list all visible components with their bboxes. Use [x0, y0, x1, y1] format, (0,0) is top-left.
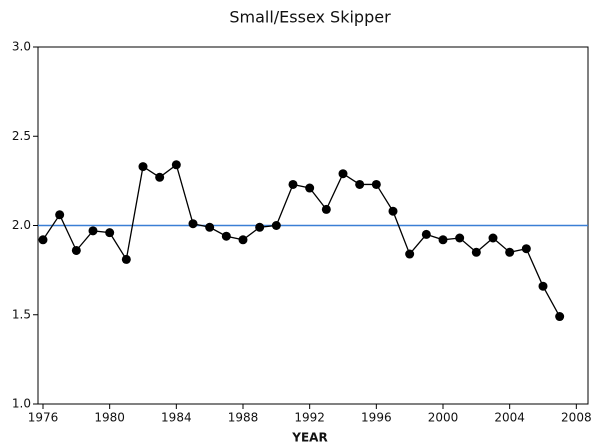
- series-line: [42, 163, 561, 317]
- data-point: [371, 179, 381, 189]
- data-point: [55, 210, 65, 220]
- data-point: [288, 179, 298, 189]
- data-point: [538, 281, 548, 291]
- x-axis-label: YEAR: [291, 431, 327, 445]
- x-tick-label: 1992: [294, 411, 325, 425]
- data-point: [305, 183, 315, 193]
- y-tick-label: 3.0: [12, 40, 31, 54]
- data-point: [105, 228, 115, 238]
- data-point: [88, 226, 98, 236]
- data-point: [171, 160, 181, 170]
- data-point: [355, 179, 365, 189]
- data-point: [388, 206, 398, 216]
- y-tick-label: 1.5: [12, 307, 31, 321]
- y-tick-label: 2.5: [12, 129, 31, 143]
- data-point: [271, 221, 281, 230]
- x-tick-label: 1996: [361, 411, 392, 425]
- data-point: [555, 312, 565, 322]
- data-point: [321, 204, 331, 214]
- data-point: [255, 222, 265, 232]
- data-point: [121, 254, 131, 264]
- data-point: [71, 245, 81, 255]
- data-point: [138, 162, 148, 172]
- data-point: [438, 235, 448, 245]
- data-point: [505, 247, 515, 257]
- x-tick-label: 1980: [94, 411, 125, 425]
- chart-title: Small/Essex Skipper: [229, 8, 391, 27]
- x-tick-label: 1988: [228, 411, 259, 425]
- data-point: [471, 247, 481, 257]
- data-point: [205, 222, 215, 232]
- data-point: [188, 219, 198, 229]
- data-point: [338, 169, 348, 179]
- x-tick-label: 1976: [28, 411, 59, 425]
- x-tick-label: 2000: [428, 411, 459, 425]
- data-point: [488, 233, 498, 243]
- data-point: [155, 172, 165, 182]
- data-point: [405, 249, 415, 259]
- data-point: [238, 235, 248, 245]
- data-point: [521, 244, 531, 254]
- data-point: [38, 235, 48, 245]
- data-point: [221, 231, 231, 241]
- y-tick-label: 1.0: [12, 397, 31, 411]
- data-point: [421, 229, 431, 239]
- x-tick-label: 2004: [494, 411, 525, 425]
- x-tick-label: 1984: [161, 411, 192, 425]
- y-tick-label: 2.0: [12, 218, 31, 232]
- data-point: [455, 233, 465, 243]
- x-tick-label: 2008: [561, 411, 592, 425]
